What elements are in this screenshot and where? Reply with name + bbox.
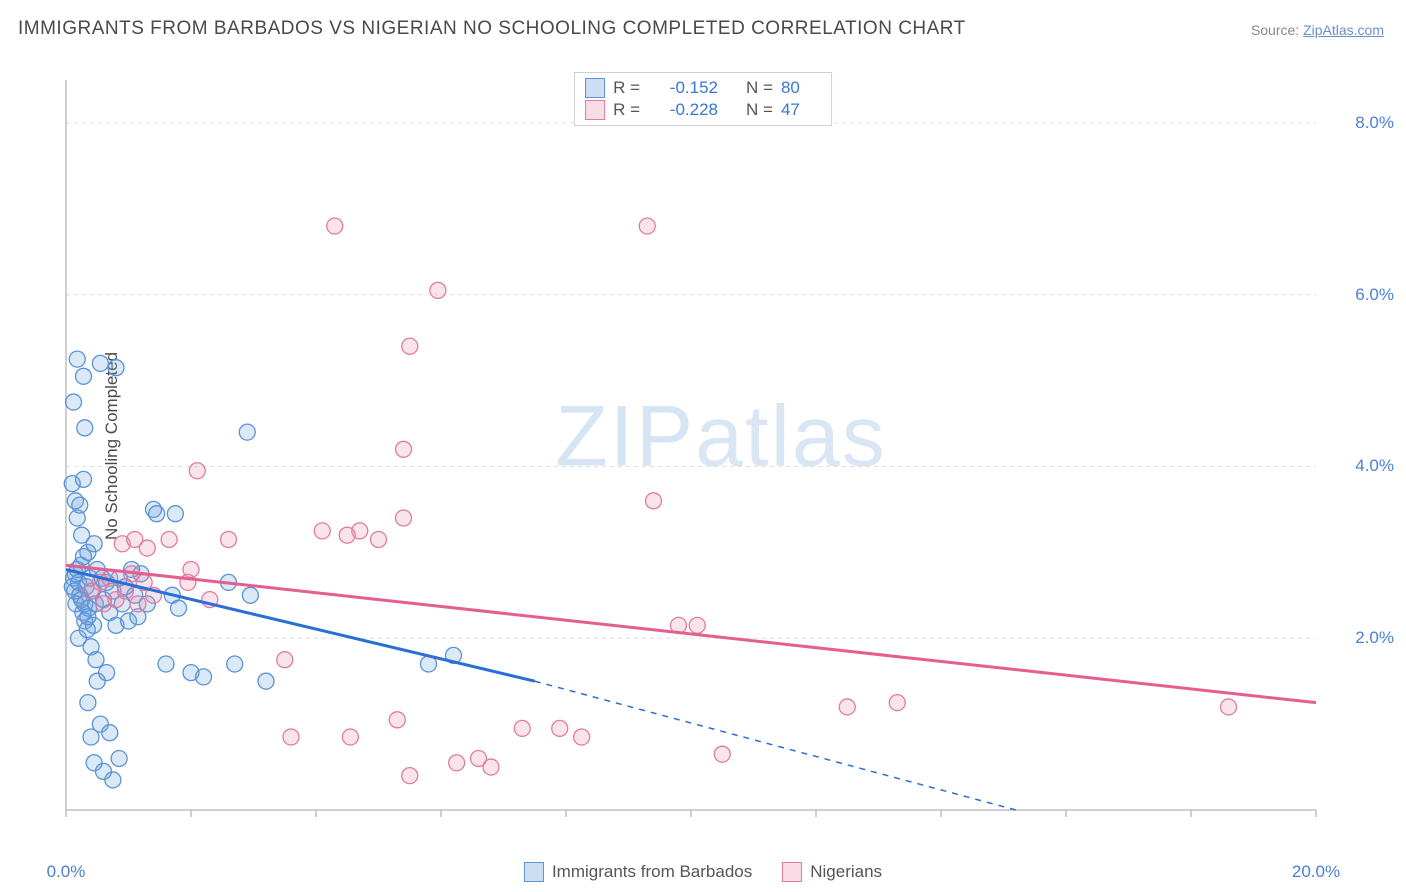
bottom-legend: Immigrants from Barbados Nigerians (524, 862, 882, 882)
x-tick-label: 0.0% (47, 862, 86, 882)
swatch-pink-icon (782, 862, 802, 882)
correlation-stats-box: R = -0.152 N = 80 R = -0.228 N = 47 (574, 72, 832, 126)
chart-title: IMMIGRANTS FROM BARBADOS VS NIGERIAN NO … (18, 18, 966, 40)
r-value-nigerians: -0.228 (648, 100, 718, 120)
legend-item-barbados: Immigrants from Barbados (524, 862, 752, 882)
y-tick-label: 8.0% (1355, 113, 1394, 133)
legend-label-barbados: Immigrants from Barbados (552, 862, 752, 882)
swatch-pink-icon (585, 100, 605, 120)
y-tick-label: 2.0% (1355, 628, 1394, 648)
n-label: N = (746, 100, 773, 120)
y-tick-label: 6.0% (1355, 285, 1394, 305)
source-attribution: Source: ZipAtlas.com (1251, 22, 1384, 38)
stats-row-barbados: R = -0.152 N = 80 (585, 77, 821, 99)
scatter-chart-svg (56, 70, 1386, 850)
n-label: N = (746, 78, 773, 98)
y-tick-label: 4.0% (1355, 456, 1394, 476)
r-label: R = (613, 100, 640, 120)
x-tick-label: 20.0% (1292, 862, 1340, 882)
source-label: Source: (1251, 22, 1299, 38)
r-value-barbados: -0.152 (648, 78, 718, 98)
source-link[interactable]: ZipAtlas.com (1303, 22, 1384, 38)
legend-item-nigerians: Nigerians (782, 862, 882, 882)
legend-label-nigerians: Nigerians (810, 862, 882, 882)
swatch-blue-icon (524, 862, 544, 882)
r-label: R = (613, 78, 640, 98)
plot-area: ZIPatlas (56, 70, 1386, 850)
stats-row-nigerians: R = -0.228 N = 47 (585, 99, 821, 121)
n-value-barbados: 80 (781, 78, 821, 98)
n-value-nigerians: 47 (781, 100, 821, 120)
swatch-blue-icon (585, 78, 605, 98)
